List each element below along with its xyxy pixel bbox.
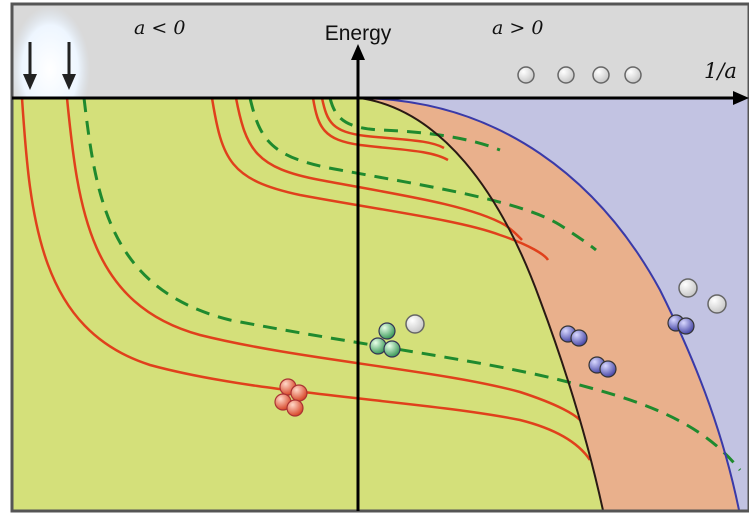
plot-frame bbox=[10, 2, 749, 513]
trimer-curve bbox=[248, 98, 597, 252]
region-negative-label: a < 0 bbox=[134, 17, 185, 39]
x-axis-arrowhead bbox=[733, 91, 749, 105]
free-atom-region bbox=[360, 98, 749, 511]
free-atom-icon bbox=[678, 278, 727, 314]
y-axis-arrowhead bbox=[351, 44, 365, 60]
region-positive-label: a > 0 bbox=[492, 17, 543, 39]
tetramer-icon bbox=[274, 378, 308, 417]
tetramer-curve bbox=[234, 98, 523, 241]
tetramer-curve bbox=[65, 98, 581, 421]
free-atom-icon bbox=[405, 314, 425, 334]
dimer-icon bbox=[588, 356, 617, 378]
x-axis-label: 1/a bbox=[704, 59, 737, 83]
free-atom-icon bbox=[517, 66, 642, 84]
threshold-band bbox=[12, 4, 749, 98]
dimer-icon bbox=[667, 314, 695, 335]
tetramer-curve bbox=[320, 98, 445, 150]
dimer-icon bbox=[559, 325, 588, 347]
tetramer-curve bbox=[210, 98, 550, 261]
down-arrow-icon bbox=[62, 42, 76, 90]
trimer-icon bbox=[369, 322, 401, 358]
tetramer-curve bbox=[311, 98, 449, 162]
trimer-curve bbox=[328, 98, 501, 152]
down-arrow-icon bbox=[23, 42, 37, 90]
atom-dimer-threshold-curve bbox=[359, 98, 605, 511]
tetramer-curve bbox=[20, 98, 592, 461]
energy-curves bbox=[20, 98, 742, 471]
dimer-threshold-curve bbox=[359, 98, 741, 511]
y-axis-label: Energy bbox=[325, 22, 392, 45]
